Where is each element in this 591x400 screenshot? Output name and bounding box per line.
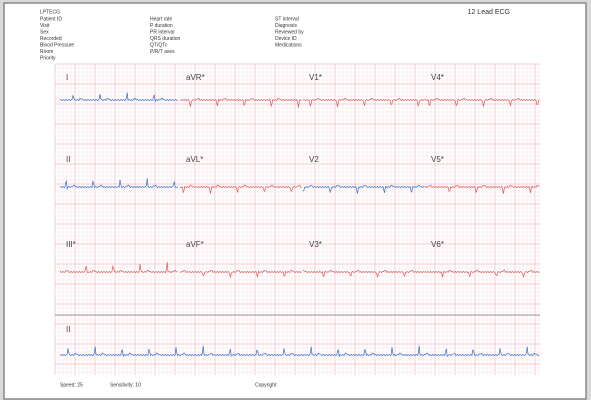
title: 12 Lead ECG <box>468 9 510 16</box>
field-label: P duration <box>150 23 173 29</box>
ecg-trace <box>302 97 425 108</box>
lead-label: V4* <box>431 73 444 82</box>
lead-label: aVF* <box>186 240 204 249</box>
ecg-trace <box>179 269 302 279</box>
ecg-trace <box>302 269 425 278</box>
lead-label: V1* <box>309 73 322 82</box>
field-label: Patient ID <box>40 16 62 22</box>
field-label: QRS duration <box>150 36 181 42</box>
footer-text: Sensitivity: 10 <box>110 382 141 388</box>
lead-label: aVR* <box>186 73 205 82</box>
ecg-trace <box>424 269 540 278</box>
lead-label: V3* <box>309 240 322 249</box>
field-label: P/R/T axes <box>150 49 175 55</box>
ecg-trace <box>59 261 178 274</box>
field-label: PR interval <box>150 29 174 35</box>
field-label: QT/QTc <box>150 42 168 48</box>
lead-label: III* <box>66 240 76 249</box>
ecg-trace <box>179 184 302 194</box>
field-label: Heart rate <box>150 16 172 22</box>
field-label: Recorded <box>40 36 62 42</box>
lead-label: II <box>66 325 70 334</box>
ecg-trace <box>59 178 178 190</box>
field-label: Device ID <box>275 36 297 42</box>
field-label: Blood Pressure <box>40 42 74 48</box>
code: LPTECG <box>40 9 60 15</box>
field-label: ST interval <box>275 16 299 22</box>
ecg-trace <box>59 345 540 358</box>
lead-label: V5* <box>431 155 444 164</box>
field-label: Priority <box>40 55 56 61</box>
lead-label: V6* <box>431 240 444 249</box>
field-label: Diagnosis <box>275 23 297 29</box>
footer-text: Speed: 25 <box>60 382 83 388</box>
field-label: Medications <box>275 42 302 48</box>
lead-label: V2 <box>309 155 319 164</box>
ecg-grid <box>54 63 540 375</box>
lead-label: I <box>66 73 68 82</box>
lead-label: II <box>66 155 70 164</box>
traces <box>59 92 540 358</box>
field-label: Sex <box>40 29 49 35</box>
field-label: Visit <box>40 23 50 29</box>
footer-text: Copyright <box>255 382 277 388</box>
lead-label: aVL* <box>186 155 203 164</box>
field-label: Reviewed by <box>275 29 304 35</box>
ecg-trace <box>302 184 425 194</box>
ecg-trace <box>179 97 302 108</box>
field-label: Room <box>40 49 53 55</box>
ecg-trace <box>59 92 178 102</box>
ecg-trace <box>424 97 540 107</box>
ecg-trace <box>424 184 540 194</box>
